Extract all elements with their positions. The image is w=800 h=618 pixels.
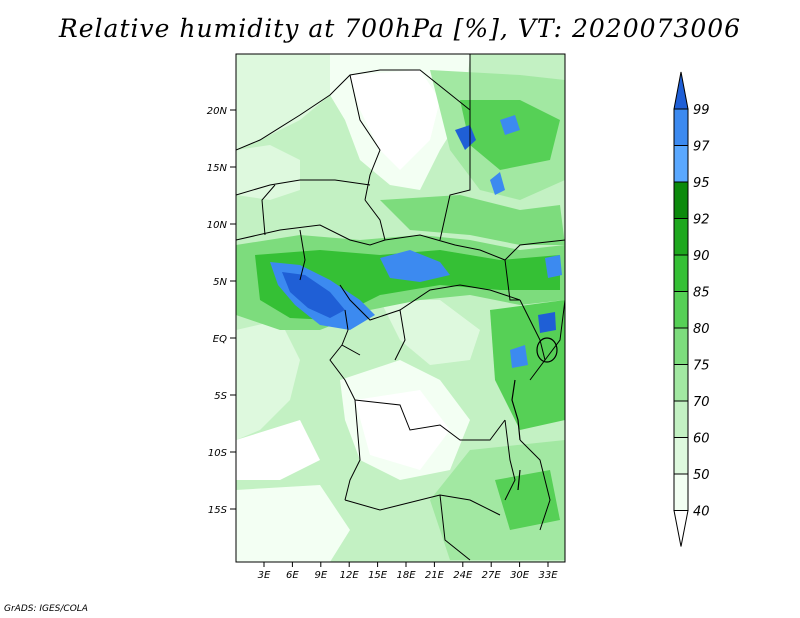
colorbar-segment	[673, 254, 689, 292]
lakes	[511, 337, 558, 491]
colorbar-segment	[673, 291, 689, 329]
colorbar-segment	[673, 364, 689, 402]
colorbar-segment	[673, 400, 689, 438]
longitude-axis: 3E 6E 9E 12E 15E 18E 21E 24E 27E 30E 33E	[258, 562, 558, 581]
lon-tick-label: 18E	[396, 570, 416, 581]
lon-tick-label: 27E	[482, 570, 502, 581]
colorbar-segment	[673, 437, 689, 475]
lat-tick-label: 5S	[214, 391, 227, 402]
colorbar-segment	[673, 218, 689, 256]
lon-tick-label: 12E	[340, 570, 360, 581]
colorbar-label: 95	[693, 176, 710, 191]
lat-tick-label: 15N	[207, 163, 228, 174]
colorbar-label: 90	[693, 249, 710, 264]
lat-tick-label: 20N	[207, 106, 228, 117]
colorbar-label: 60	[693, 432, 710, 447]
colorbar-label: 70	[693, 395, 710, 410]
colorbar-label: 80	[693, 322, 710, 337]
lon-tick-label: 33E	[538, 570, 558, 581]
colorbar-segment	[673, 473, 689, 511]
lon-tick-label: 30E	[510, 570, 530, 581]
lon-tick-label: 3E	[258, 570, 271, 581]
colorbar-top-arrow	[673, 71, 689, 110]
lat-tick-label: EQ	[213, 334, 227, 345]
colorbar-segment	[673, 145, 689, 183]
lat-tick-label: 10S	[208, 448, 228, 459]
map-frame	[235, 53, 566, 563]
colorbar-label: 40	[693, 505, 710, 520]
colorbar-label: 75	[693, 359, 710, 374]
latitude-axis: 20N 15N 10N 5N EQ 5S 10S 15S	[207, 106, 236, 516]
lon-tick-label: 15E	[368, 570, 388, 581]
lon-tick-label: 21E	[425, 570, 445, 581]
colorbar-label: 85	[693, 286, 710, 301]
colorbar-label: 92	[693, 213, 710, 228]
country-borders	[236, 54, 565, 561]
lon-tick-label: 24E	[453, 570, 473, 581]
grads-credit: GrADS: IGES/COLA	[4, 604, 88, 614]
colorbar-bottom-arrow	[673, 510, 689, 547]
chart-title: Relative humidity at 700hPa [%], VT: 202…	[58, 14, 742, 43]
lat-tick-label: 5N	[213, 277, 227, 288]
lat-tick-label: 15S	[208, 505, 228, 516]
lon-tick-label: 9E	[314, 570, 327, 581]
colorbar-segment	[673, 327, 689, 365]
colorbar: 99 97 95 92 90 85 80 75 70 60 50 40	[673, 71, 710, 547]
lon-tick-label: 6E	[286, 570, 299, 581]
colorbar-label: 97	[693, 140, 710, 155]
colorbar-label: 99	[693, 103, 710, 118]
colorbar-segment	[673, 181, 689, 219]
lat-tick-label: 10N	[207, 220, 228, 231]
colorbar-segment	[673, 108, 689, 146]
humidity-field	[236, 54, 565, 562]
colorbar-label: 50	[693, 468, 710, 483]
